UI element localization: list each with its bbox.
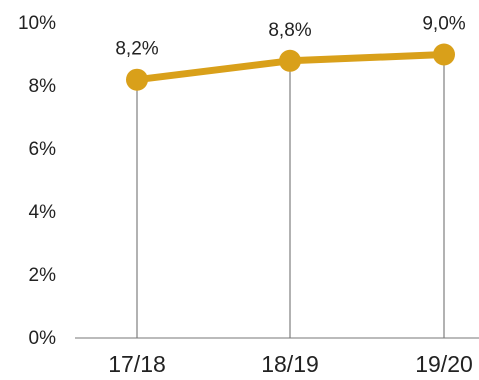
y-tick-label: 2% (29, 265, 57, 286)
y-tick-label: 8% (29, 76, 57, 97)
x-tick-label: 17/18 (108, 351, 166, 377)
y-tick-label: 10% (18, 13, 56, 34)
y-tick-label: 6% (29, 139, 57, 160)
data-label: 9,0% (422, 14, 465, 35)
data-point (279, 49, 301, 72)
data-point (126, 68, 148, 91)
x-axis: 17/18 18/19 19/20 (108, 351, 473, 377)
drop-lines (136, 54, 445, 338)
data-label: 8,2% (115, 39, 158, 60)
y-axis: 0% 2% 4% 6% 8% 10% (18, 13, 56, 349)
x-tick-label: 19/20 (415, 351, 473, 377)
y-tick-label: 0% (29, 328, 57, 349)
x-tick-label: 18/19 (261, 351, 319, 377)
y-tick-label: 4% (29, 202, 57, 223)
data-point (433, 43, 455, 66)
data-label: 8,8% (268, 20, 311, 41)
data-labels: 8,2% 8,8% 9,0% (115, 14, 465, 60)
series-group (126, 43, 455, 91)
